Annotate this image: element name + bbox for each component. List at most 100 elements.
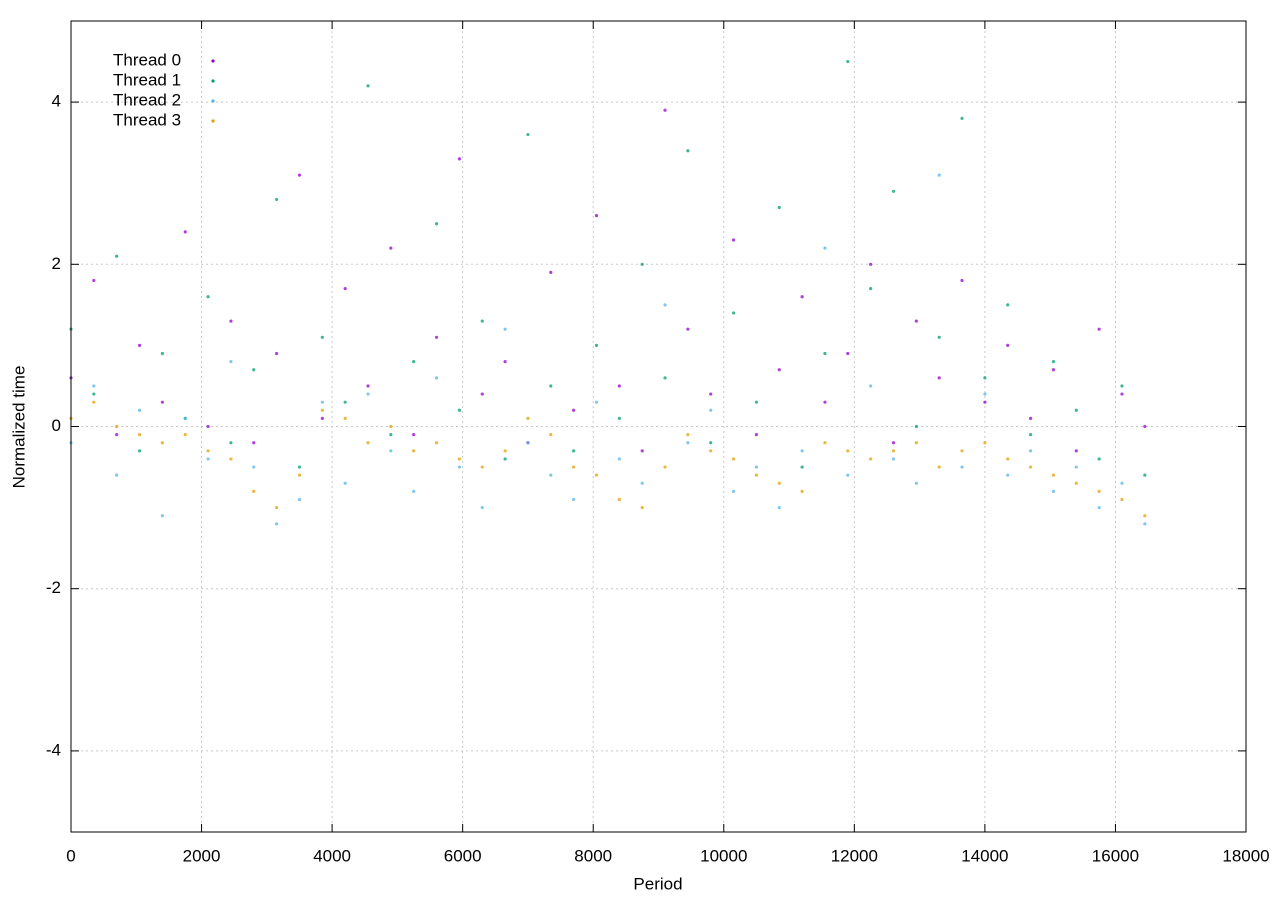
y-tick-label: -2 [46,578,61,597]
x-axis-label: Period [633,874,682,893]
data-point [412,449,416,453]
data-point [480,319,484,323]
x-tick-label: 6000 [444,846,482,865]
data-point [1006,303,1010,307]
data-point [206,295,210,299]
data-point [869,287,873,291]
data-point [297,173,302,177]
data-point [275,522,279,526]
data-point [457,408,462,412]
data-point [1097,506,1101,510]
data-point [297,465,302,469]
data-point [1097,457,1101,461]
data-point [800,489,804,493]
data-point [983,392,987,396]
legend-label: Thread 2 [113,90,181,109]
data-point [594,400,599,404]
data-point [206,457,210,461]
data-point [846,449,850,453]
data-point [1097,327,1101,331]
data-point [594,343,599,347]
data-point [937,173,941,177]
data-point [366,392,370,396]
data-point [1120,392,1124,396]
data-point [983,441,987,445]
data-point [937,376,941,380]
data-point [800,295,804,299]
data-point [846,473,850,477]
data-point [457,457,462,461]
x-tick-label: 16000 [1092,846,1139,865]
data-point [183,433,187,437]
data-point [572,465,576,469]
data-point [92,384,96,388]
data-point [1051,360,1056,364]
data-point [1074,449,1078,453]
data-point [320,408,324,412]
data-point [754,433,759,437]
y-tick-label: 0 [52,416,61,435]
data-point [297,497,302,502]
data-point [503,360,507,364]
y-tick-label: -4 [46,740,61,759]
data-point [777,506,781,510]
data-point [480,506,484,510]
data-point [183,230,187,234]
data-point [754,465,759,469]
data-point [914,319,918,323]
data-point [160,400,164,404]
x-tick-label: 2000 [183,846,221,865]
data-point [800,449,804,453]
data-point [206,424,210,429]
data-point [731,489,736,493]
data-point [343,481,347,485]
data-point [503,449,507,453]
data-point [709,441,713,445]
data-point [389,246,393,250]
data-point [983,400,987,404]
data-point [229,441,233,445]
data-point [1074,465,1078,469]
data-point [183,416,187,420]
data-point [1097,489,1101,493]
data-point [617,457,621,461]
data-point [229,360,233,364]
data-point [1051,489,1056,493]
data-point [1120,384,1124,388]
data-point [1143,514,1147,518]
data-point [617,384,621,388]
data-point [617,416,621,420]
data-point [412,433,416,437]
data-point [686,441,690,445]
x-tick-label: 14000 [961,846,1008,865]
data-point [252,465,256,469]
data-point [1028,449,1033,453]
data-point [160,351,164,356]
data-point [709,408,713,412]
data-point [937,465,941,469]
data-point [777,481,781,485]
data-point [229,319,233,323]
data-point [1006,473,1010,477]
data-point [914,481,918,485]
data-point [1051,368,1056,372]
data-point [823,400,827,404]
data-point [960,278,964,283]
data-point [343,287,347,291]
x-tick-label: 4000 [313,846,351,865]
data-point [823,441,827,445]
data-point [526,441,530,445]
x-tick-label: 18000 [1222,846,1269,865]
x-tick-label: 0 [66,846,75,865]
data-point [1074,481,1078,485]
data-point [92,392,96,396]
data-point [1028,465,1033,469]
data-point [640,449,644,453]
data-point [434,222,439,226]
data-point [800,465,804,469]
data-point [1051,473,1056,477]
points [69,59,1147,526]
data-point [503,327,507,331]
data-point [960,465,964,469]
data-point [366,441,370,445]
